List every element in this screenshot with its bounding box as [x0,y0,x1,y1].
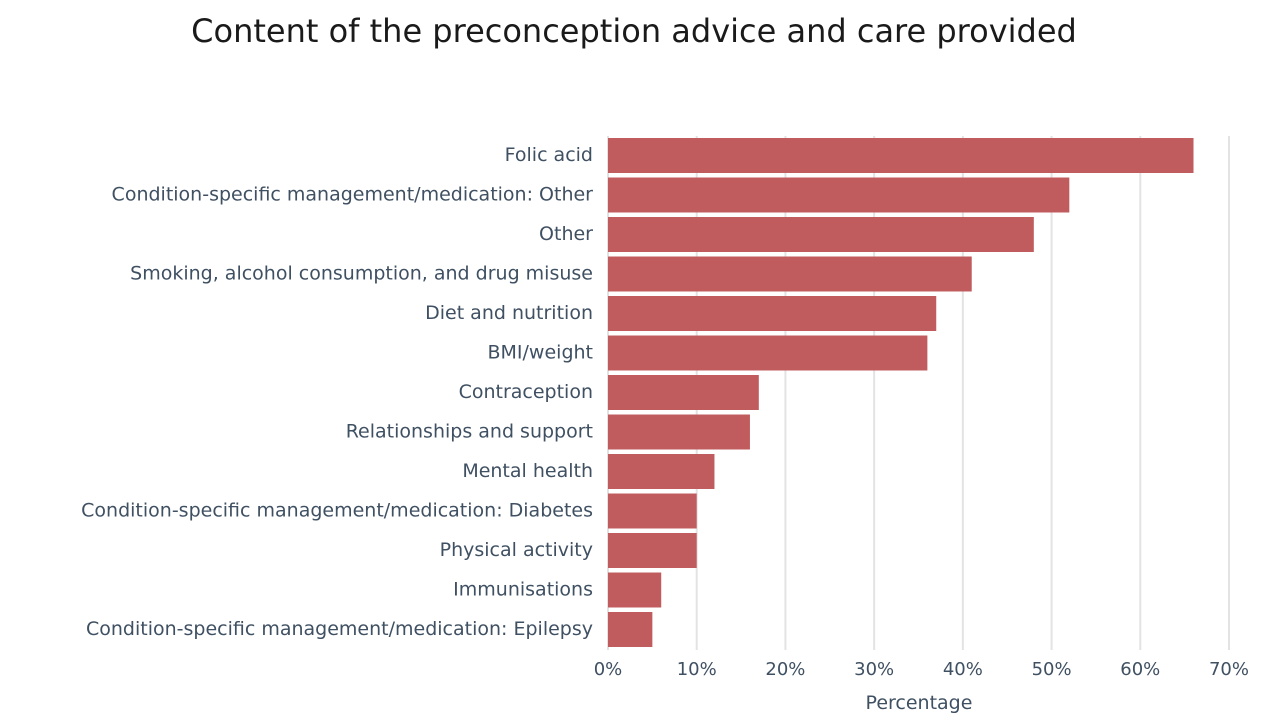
x-tick-label: 0% [594,659,623,680]
bar [608,138,1194,173]
bar [608,256,972,292]
x-tick-label: 70% [1209,659,1249,680]
category-label: Mental health [462,460,593,482]
x-tick-label: 60% [1120,659,1160,680]
x-tick-label: 40% [943,659,983,680]
x-tick-label: 20% [765,659,805,680]
category-label: Physical activity [440,539,593,561]
category-label: Condition-specific management/medication… [81,500,593,522]
x-tick-label: 10% [677,659,717,680]
category-label: BMI/weight [488,342,594,364]
bar [608,454,715,489]
bar [608,612,653,647]
bar [608,217,1034,252]
category-label: Folic acid [505,144,593,166]
x-tick-layer: 0% 10% 20% 30% 40% 50% 60% 70% [594,659,1249,680]
category-label: Smoking, alcohol consumption, and drug m… [130,263,593,285]
category-label: Condition-specific management/medication… [86,618,593,640]
bar [608,335,928,371]
category-label: Condition-specific management/medication… [112,184,594,206]
bar [608,375,759,410]
category-label: Relationships and support [346,421,593,443]
bar-layer [608,138,1194,647]
category-label: Diet and nutrition [425,302,593,324]
bar [608,493,697,529]
category-label: Contraception [459,381,593,403]
x-tick-label: 50% [1032,659,1072,680]
bar [608,572,662,608]
bar [608,533,697,568]
category-label-layer: Folic acid Condition-specific management/… [81,144,593,640]
bar [608,414,750,450]
category-label: Immunisations [453,579,593,601]
chart-title: Content of the preconception advice and … [191,12,1077,50]
category-label: Other [539,223,593,245]
x-axis-title: Percentage [866,692,973,714]
x-tick-label: 30% [854,659,894,680]
bar [608,296,937,331]
bar [608,177,1070,213]
